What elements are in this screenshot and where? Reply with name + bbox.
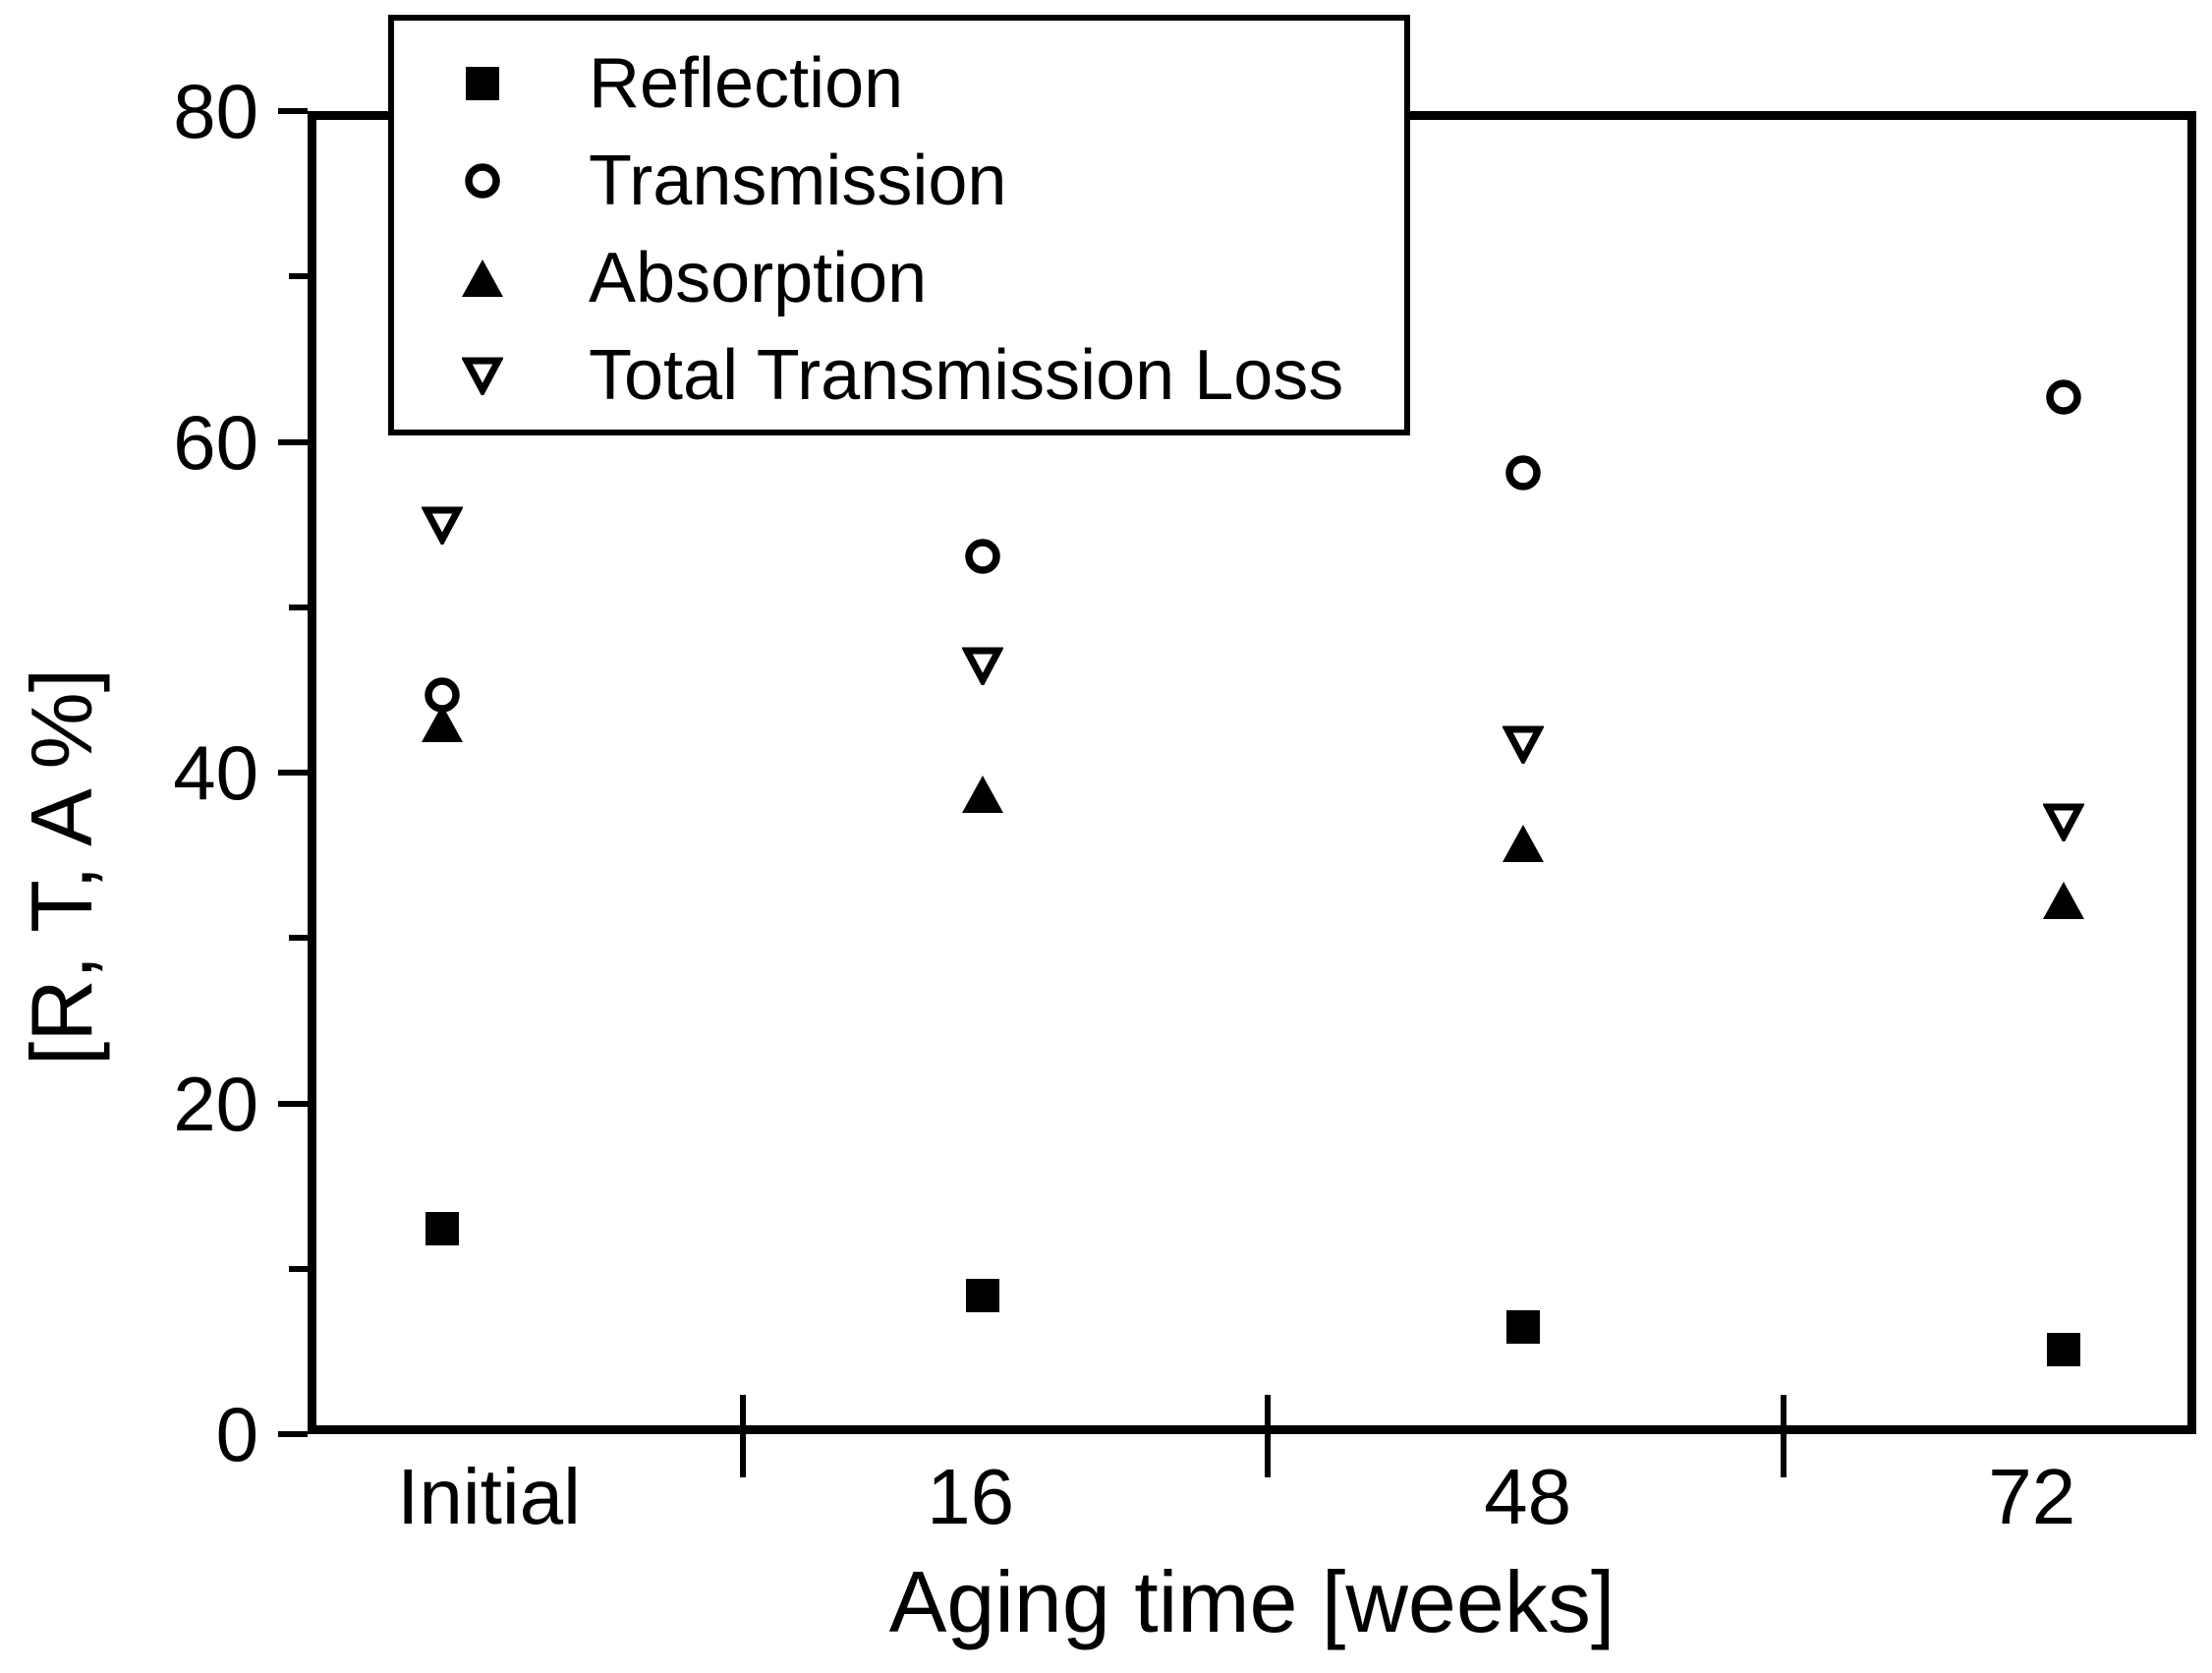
- y-minor-tick: [289, 273, 308, 280]
- legend-item-reflection: Reflection: [447, 34, 1404, 132]
- legend: Reflection Transmission Absorption Total Tr…: [388, 15, 1410, 435]
- x-category-label: 48: [1484, 1453, 1572, 1540]
- x-category-label: 16: [927, 1453, 1015, 1540]
- y-major-tick: [278, 438, 308, 445]
- y-major-tick: [278, 770, 308, 776]
- y-major-tick: [278, 108, 308, 114]
- point-reflection-48: [1505, 1309, 1540, 1344]
- legend-label: Reflection: [589, 43, 904, 123]
- legend-item-total-transmission-loss: Total Transmission Loss: [447, 326, 1404, 424]
- marker-open-triangle-down-icon: [447, 356, 518, 395]
- point-absorption-initial: [421, 704, 464, 743]
- point-total-transmission-loss-72: [2042, 802, 2085, 844]
- y-tick-label: 60: [173, 398, 258, 486]
- legend-item-transmission: Transmission: [447, 132, 1404, 229]
- legend-label: Absorption: [589, 238, 928, 317]
- y-major-tick: [278, 1100, 308, 1107]
- point-transmission-72: [2045, 378, 2082, 416]
- point-absorption-16: [961, 775, 1004, 814]
- point-transmission-16: [964, 538, 1001, 575]
- legend-item-absorption: Absorption: [447, 229, 1404, 326]
- y-tick-label: 40: [173, 729, 258, 816]
- x-axis-tick: [1264, 1395, 1271, 1477]
- point-reflection-72: [2046, 1333, 2080, 1367]
- marker-open-circle-icon: [447, 162, 518, 200]
- point-absorption-72: [2042, 881, 2085, 920]
- point-total-transmission-loss-16: [961, 646, 1004, 688]
- y-minor-tick: [289, 1265, 308, 1272]
- x-axis-tick: [740, 1395, 747, 1477]
- point-reflection-initial: [425, 1212, 460, 1246]
- x-axis-title: Aging time [weeks]: [888, 1553, 1616, 1650]
- point-absorption-48: [1502, 824, 1545, 863]
- marker-filled-triangle-up-icon: [447, 259, 518, 298]
- y-tick-label: 20: [173, 1060, 258, 1147]
- x-category-label: 72: [1988, 1453, 2076, 1540]
- x-category-label: Initial: [397, 1453, 581, 1540]
- plot-area: 0 20 40 60 80 Initial 16 48 72: [173, 68, 2196, 1540]
- y-tick-label: 0: [215, 1391, 258, 1477]
- point-total-transmission-loss-initial: [421, 505, 464, 548]
- point-reflection-16: [965, 1278, 999, 1312]
- x-axis-tick: [1781, 1395, 1787, 1477]
- y-minor-tick: [289, 935, 308, 942]
- y-major-tick: [278, 1431, 308, 1437]
- legend-label: Total Transmission Loss: [589, 335, 1344, 415]
- legend-label: Transmission: [589, 141, 1007, 220]
- marker-filled-square-icon: [447, 66, 518, 100]
- y-minor-tick: [289, 604, 308, 610]
- point-transmission-48: [1504, 454, 1542, 491]
- point-total-transmission-loss-48: [1501, 724, 1545, 767]
- y-tick-label: 80: [173, 68, 258, 154]
